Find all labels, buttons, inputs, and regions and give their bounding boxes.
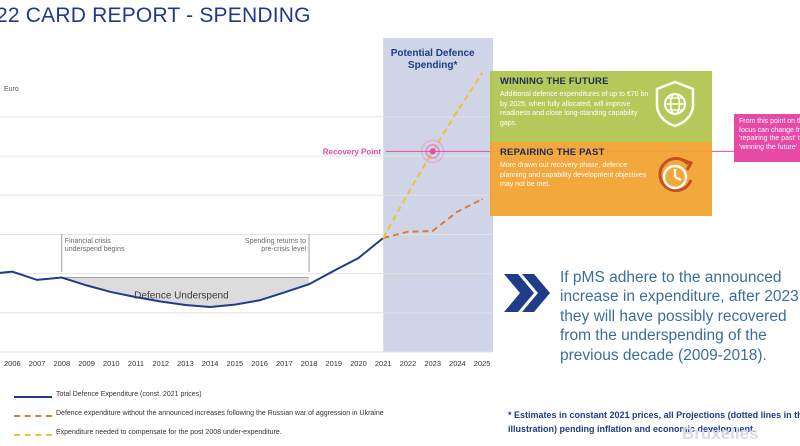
- legend-item: Defence expenditure without the announce…: [14, 408, 484, 427]
- x-tick-label: 2020: [350, 359, 367, 368]
- data-point: [332, 270, 335, 272]
- data-point: [110, 291, 113, 293]
- legend-swatch-solid: [14, 396, 52, 398]
- x-tick-label: 2023: [424, 359, 441, 368]
- watermark-logo: Bruxelles: [682, 424, 759, 443]
- data-point: [431, 230, 434, 232]
- data-point: [456, 110, 459, 112]
- underspend-area: [61, 277, 310, 307]
- data-point: [308, 283, 310, 286]
- legend-label: Expenditure needed to compensate for the…: [56, 429, 282, 436]
- side-note: From this point on the focus can change …: [734, 114, 800, 162]
- recovery-ring-inner: [425, 144, 440, 159]
- key-message: If pMS adhere to the announced increase …: [560, 269, 799, 364]
- x-tick-label: 2021: [375, 359, 392, 368]
- winning-the-future-card: WINNING THE FUTURE Additional defence ex…: [490, 71, 712, 142]
- x-tick-label: 2025: [474, 359, 491, 368]
- data-point: [159, 300, 162, 303]
- double-chevron-icon: [504, 274, 550, 312]
- recovery-point-label: Recovery Point: [323, 147, 382, 156]
- x-tick-label: 2007: [29, 359, 46, 368]
- x-tick-label: 2022: [400, 359, 417, 368]
- data-point: [36, 279, 38, 281]
- y-axis-unit-label: Euro: [4, 86, 19, 93]
- data-point: [481, 72, 483, 74]
- data-point: [407, 192, 409, 195]
- legend-label: Total Defence Expenditure (const. 2021 p…: [56, 391, 202, 398]
- x-tick-label: 2024: [449, 359, 466, 368]
- repairing-card-body: More drawn out recovery phase, defence p…: [500, 162, 647, 189]
- clock-arrow-icon: [658, 157, 694, 193]
- legend-label: Defence expenditure without the announce…: [56, 410, 384, 417]
- shield-globe-icon: [655, 80, 695, 128]
- data-point: [11, 270, 14, 273]
- x-tick-label: 2016: [251, 359, 268, 368]
- annotation-text: Spending returns to pre-crisis level: [245, 238, 307, 253]
- data-point: [481, 198, 483, 201]
- data-point: [209, 306, 211, 308]
- data-point: [357, 257, 360, 259]
- x-tick-label: 2015: [227, 359, 244, 368]
- recovery-ring-outer: [420, 139, 445, 164]
- data-point: [283, 291, 286, 294]
- x-tick-label: 2008: [53, 359, 70, 368]
- x-tick-label: 2014: [202, 359, 219, 368]
- repairing-card-title: REPAIRING THE PAST: [500, 147, 605, 158]
- data-point: [382, 237, 385, 239]
- legend-item: Expenditure needed to compensate for the…: [14, 427, 484, 446]
- series-line-2: [382, 72, 483, 239]
- footnote: * Estimates in constant 2021 prices, all…: [508, 410, 800, 434]
- page-title: 22 CARD REPORT - SPENDING: [0, 4, 311, 27]
- winning-card-body: Additional defence expenditures of up to…: [500, 91, 649, 127]
- x-tick-label: 2009: [78, 359, 95, 368]
- data-point: [258, 299, 261, 302]
- repairing-the-past-card: REPAIRING THE PAST More drawn out recove…: [490, 142, 712, 216]
- data-point: [135, 296, 137, 298]
- data-point: [184, 304, 187, 306]
- x-tick-label: 2010: [103, 359, 120, 368]
- x-tick-label: 2011: [128, 359, 144, 368]
- winning-card-title: WINNING THE FUTURE: [500, 76, 609, 87]
- chart-legend: Total Defence Expenditure (const. 2021 p…: [14, 389, 484, 446]
- data-point: [61, 276, 63, 279]
- legend-swatch-orange: [14, 415, 52, 417]
- projection-label: Potential Defence Spending*: [391, 48, 475, 71]
- x-tick-label: 2019: [325, 359, 342, 368]
- x-tick-label: 2017: [276, 359, 293, 368]
- data-point: [456, 210, 459, 213]
- data-point: [407, 230, 409, 233]
- x-tick-label: 2018: [301, 359, 318, 368]
- x-tick-label: 2013: [177, 359, 194, 368]
- underspend-label: Defence Underspend: [134, 290, 229, 301]
- x-tick-label: 2012: [152, 359, 169, 368]
- legend-swatch-yellow: [14, 434, 52, 436]
- data-point: [0, 272, 1, 274]
- annotation-text: Financial crisis underspend begins: [65, 238, 125, 253]
- legend-item: Total Defence Expenditure (const. 2021 p…: [14, 389, 484, 408]
- x-tick-label: 2006: [4, 359, 21, 368]
- data-point: [85, 284, 88, 287]
- data-point: [234, 303, 236, 306]
- recovery-point-marker: [429, 148, 436, 155]
